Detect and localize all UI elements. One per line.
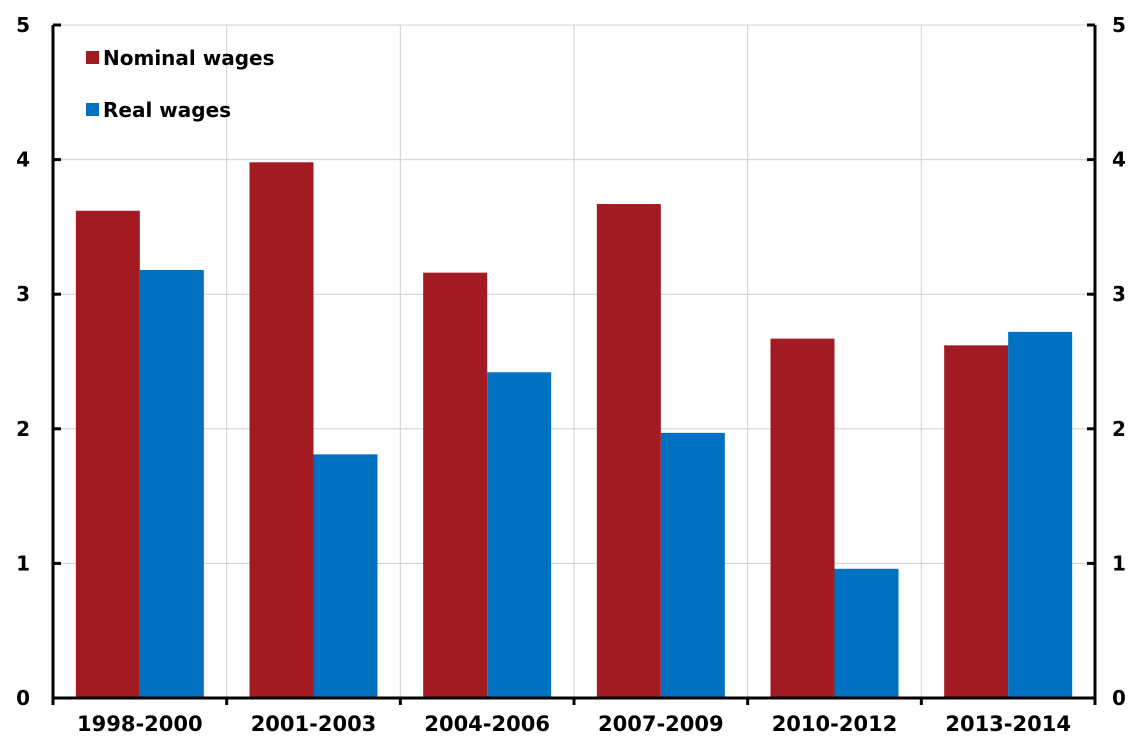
legend-label: Real wages — [103, 98, 231, 122]
x-tick-label: 2004-2006 — [424, 712, 550, 736]
gridlines — [53, 24, 1095, 698]
bar-nominal-wages-2001-2003 — [249, 162, 314, 699]
y-tick-label-right: 0 — [1112, 686, 1126, 710]
y-tick-label-right: 5 — [1112, 13, 1126, 37]
category-labels: 1998-2000 2001-2003 2004-2006 2007-2009 2010… — [77, 712, 1071, 736]
y-tick-label-left: 0 — [16, 686, 30, 710]
x-tick-label: 2001-2003 — [251, 712, 377, 736]
bar-nominal-wages-2004-2006 — [423, 272, 488, 698]
bar-real-wages-2004-2006 — [487, 372, 552, 698]
bar-nominal-wages-1998-2000 — [75, 210, 140, 699]
bars — [75, 162, 1073, 699]
y-tick-label-left: 1 — [16, 551, 30, 575]
y-tick-label-left: 5 — [16, 13, 30, 37]
legend-swatch — [86, 51, 99, 64]
legend: Nominal wages Real wages — [86, 46, 274, 122]
y-tick-label-left: 3 — [16, 282, 30, 306]
bar-nominal-wages-2007-2009 — [596, 204, 661, 698]
tick-labels: 0 0 1 1 2 2 3 3 4 4 5 5 — [16, 13, 1126, 710]
legend-label: Nominal wages — [103, 46, 274, 70]
y-tick-label-left: 2 — [16, 417, 30, 441]
y-tick-label-right: 1 — [1112, 551, 1126, 575]
axes — [51, 23, 1097, 705]
x-tick-label: 2013-2014 — [945, 712, 1071, 736]
bar-real-wages-1998-2000 — [139, 269, 204, 698]
y-tick-label-left: 4 — [16, 148, 30, 172]
y-tick-label-right: 3 — [1112, 282, 1126, 306]
bar-nominal-wages-2013-2014 — [944, 345, 1009, 698]
x-tick-label: 2007-2009 — [598, 712, 724, 736]
bar-real-wages-2013-2014 — [1008, 331, 1073, 698]
x-tick-label: 2010-2012 — [772, 712, 898, 736]
bar-nominal-wages-2010-2012 — [770, 338, 835, 698]
bar-real-wages-2001-2003 — [313, 454, 378, 698]
y-tick-label-right: 4 — [1112, 148, 1126, 172]
legend-swatch — [86, 103, 99, 116]
x-tick-label: 1998-2000 — [77, 712, 203, 736]
bar-real-wages-2007-2009 — [660, 432, 725, 698]
bar-real-wages-2010-2012 — [834, 568, 899, 698]
y-tick-label-right: 2 — [1112, 417, 1126, 441]
